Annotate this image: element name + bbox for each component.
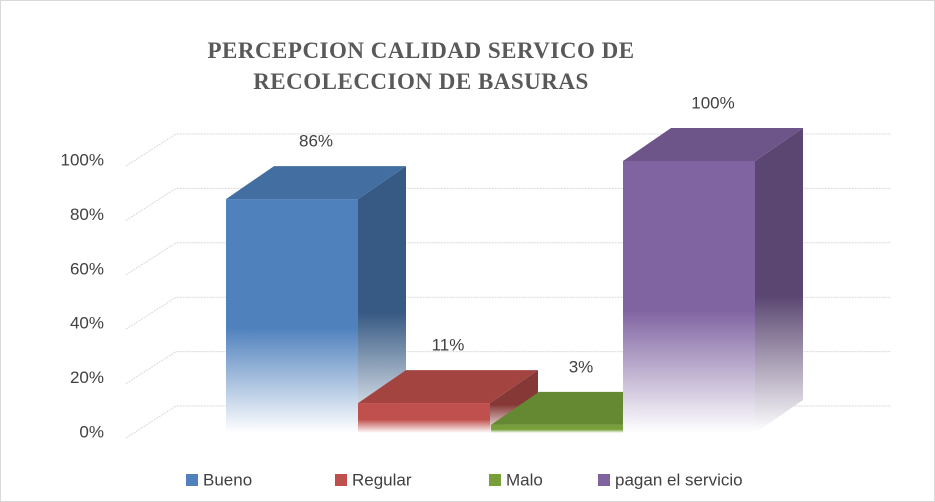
bar-top — [358, 370, 538, 404]
legend-label: Regular — [352, 470, 412, 489]
bar-side — [358, 166, 406, 433]
bar — [623, 161, 755, 433]
y-tick-label: 100% — [61, 150, 104, 169]
legend-swatch — [598, 474, 610, 486]
y-tick-label: 80% — [70, 205, 104, 224]
grid-line — [125, 187, 891, 221]
y-tick-label: 40% — [70, 314, 104, 333]
legend-swatch — [186, 474, 198, 486]
data-label: 86% — [299, 132, 333, 151]
bar-top — [226, 166, 406, 200]
legend-label: pagan el servicio — [615, 470, 743, 489]
grid-line — [125, 351, 891, 385]
grid-line — [125, 133, 891, 167]
bar — [226, 199, 358, 433]
grid-line — [125, 296, 891, 330]
bar — [358, 403, 490, 433]
legend-label: Bueno — [203, 470, 252, 489]
grid-line — [125, 405, 891, 439]
grid-line — [125, 242, 891, 276]
data-label: 100% — [691, 93, 734, 112]
chart-title: PERCEPCION CALIDAD SERVICO DE RECOLECCIO… — [207, 38, 635, 94]
data-label: 3% — [569, 357, 594, 376]
bar-side — [755, 128, 803, 433]
legend-label: Malo — [506, 470, 543, 489]
legend-swatch — [489, 474, 501, 486]
bar — [491, 424, 623, 433]
legend-swatch — [335, 474, 347, 486]
data-label: 11% — [432, 336, 465, 355]
bar-side — [490, 370, 538, 433]
bar-top — [623, 128, 803, 161]
y-tick-label: 20% — [70, 368, 104, 387]
y-tick-label: 60% — [70, 259, 104, 278]
y-tick-label: 0% — [79, 422, 104, 441]
